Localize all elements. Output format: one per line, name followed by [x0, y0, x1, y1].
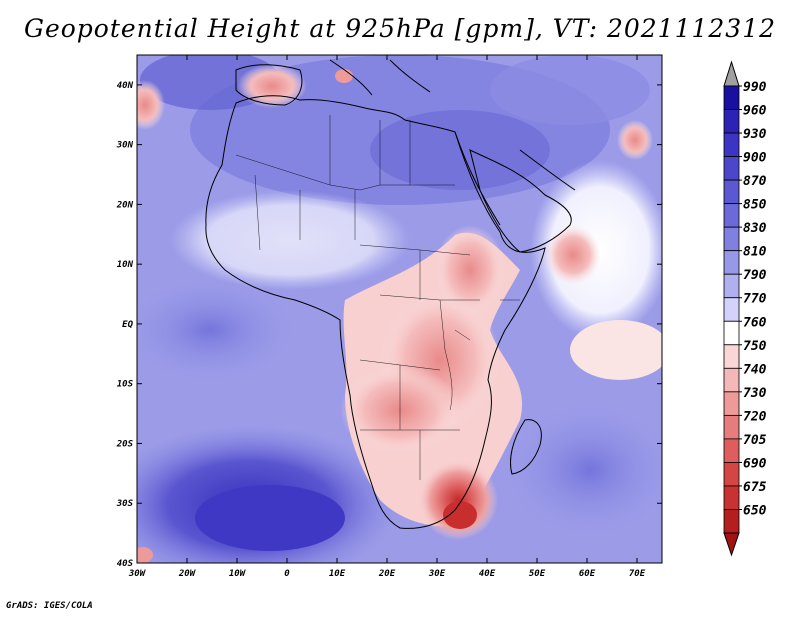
colorbar-swatch: [723, 156, 740, 181]
axis-ticks: 30W 20W 10W 0 10E 20E 30E 40E 50E 60E 70E 40N 30N 20N…: [116, 55, 662, 579]
arabian-peninsula: [469, 149, 572, 253]
colorbar-label: 900: [743, 151, 767, 166]
chart-title: Geopotential Height at 925hPa [gpm], VT:…: [23, 14, 777, 43]
colorbar-swatch: [723, 85, 740, 110]
colorbar-swatch: [723, 367, 740, 393]
colorbar-swatch: [723, 462, 740, 487]
colorbar: 990 960 930 900 870 850 830 810 790 770 760 750 740 7…: [723, 60, 767, 557]
colorbar-label: 720: [743, 409, 767, 424]
colorbar-label: 830: [743, 221, 767, 236]
country-borders: [235, 115, 520, 480]
colorbar-label: 650: [743, 503, 767, 518]
lat-tick-label: 40S: [117, 559, 134, 569]
colorbar-label: 705: [743, 433, 767, 448]
lon-tick-label: 10E: [329, 569, 346, 579]
lat-tick-label: EQ: [122, 320, 133, 330]
lon-tick-label: 0: [284, 569, 290, 579]
lon-tick-label: 50E: [529, 569, 546, 579]
colorbar-swatch: [723, 179, 740, 205]
colorbar-label: 850: [743, 198, 767, 213]
colorbar-label: 930: [743, 127, 767, 142]
colorbar-swatch: [723, 320, 740, 346]
colorbar-swatch: [723, 509, 740, 534]
lat-tick-label: 30S: [116, 499, 134, 509]
colorbar-arrow-bottom: [723, 532, 740, 557]
lat-tick-label: 30N: [116, 141, 134, 151]
footer-credit: GrADS: IGES/COLA: [6, 601, 93, 611]
lon-tick-label: 40E: [479, 569, 496, 579]
iberia: [235, 64, 303, 106]
lon-tick-label: 20W: [178, 569, 197, 579]
lat-tick-label: 10S: [117, 380, 134, 390]
colorbar-swatch: [723, 273, 740, 299]
colorbar-swatch: [723, 226, 740, 252]
persian-gulf: [519, 149, 576, 191]
colorbar-swatch: [723, 414, 740, 440]
lat-tick-label: 20S: [116, 439, 134, 449]
colorbar-label: 870: [743, 174, 767, 189]
italy-balkans: [329, 59, 431, 96]
lat-tick-label: 10N: [117, 260, 134, 270]
colorbar-arrow-top: [723, 60, 740, 87]
colorbar-swatch: [723, 250, 740, 275]
colorbar-label: 690: [743, 456, 767, 471]
lon-tick-label: 60E: [579, 569, 596, 579]
lon-tick-label: 30E: [428, 569, 446, 579]
colorbar-label: 740: [743, 362, 767, 377]
colorbar-label: 750: [743, 339, 767, 354]
colorbar-swatch: [723, 132, 740, 157]
lat-tick-label: 40N: [117, 81, 134, 91]
red-sea: [454, 131, 501, 226]
plot-frame: [136, 54, 663, 564]
colorbar-label: 810: [743, 245, 767, 260]
colorbar-swatch: [723, 344, 740, 369]
lon-tick-label: 70E: [629, 569, 646, 579]
lat-tick-label: 20N: [116, 200, 134, 210]
colorbar-label: 760: [743, 315, 767, 330]
madagascar: [510, 419, 542, 475]
height-field: [137, 55, 662, 563]
colorbar-swatch: [723, 485, 740, 510]
colorbar-label: 790: [743, 268, 767, 283]
lon-tick-label: 30W: [128, 569, 147, 579]
lon-tick-label: 20E: [378, 569, 396, 579]
colorbar-label: 960: [743, 104, 767, 119]
colorbar-swatch: [723, 297, 740, 322]
colorbar-label: 990: [743, 80, 767, 95]
colorbar-swatch: [723, 391, 740, 416]
colorbar-swatch: [723, 109, 740, 134]
colorbar-label: 730: [743, 386, 767, 401]
colorbar-label: 770: [743, 292, 767, 307]
colorbar-label: 675: [743, 480, 767, 495]
lon-tick-label: 10W: [229, 569, 247, 579]
colorbar-swatch: [723, 203, 740, 228]
colorbar-swatch: [723, 438, 740, 463]
